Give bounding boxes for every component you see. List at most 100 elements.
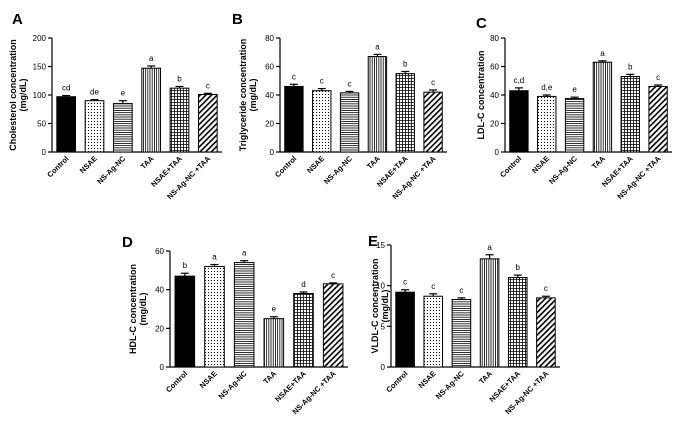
panel-a-bar-2	[84, 100, 105, 153]
panel-a-sig-label-1: cd	[62, 84, 70, 93]
panel-e-sig-label-3: c	[459, 286, 463, 295]
panel-d-ytick-label: 0	[160, 363, 165, 372]
panel-e-category-label-3: NS-Ag-NC	[434, 369, 466, 401]
panel-a-bar-3	[112, 103, 133, 153]
panel-b-bar-5	[395, 73, 415, 153]
panel-b-sig-label-2: c	[320, 77, 324, 86]
panel-e-letter: E	[368, 233, 378, 250]
panel-a-letter: A	[12, 11, 23, 28]
panel-d-category-label-4: TAA	[261, 369, 278, 386]
panel-a-sig-label-2: de	[90, 88, 99, 97]
panel-c-sig-label-1: c,d	[514, 76, 525, 85]
panel-b-category-label-4: TAA	[365, 154, 382, 171]
panel-b-bar-4	[367, 56, 388, 153]
panel-d-bar-2	[204, 265, 225, 368]
panel-b-sig-label-4: a	[375, 42, 380, 51]
panel-d-ylabel: HDL-C concentration(mg/dL)	[128, 264, 148, 354]
panel-c: C LDL-C concentration 0 20 40 60 80 c,d Control d…	[476, 15, 672, 201]
panel-b-category-label-1: Control	[273, 154, 298, 179]
panel-c-ylabel: LDL-C concentration	[476, 51, 486, 140]
panel-c-ytick-label: 20	[490, 120, 499, 129]
panel-d: D HDL-C concentration(mg/dL) 0 20 40 60 b Contr…	[122, 234, 348, 416]
panel-d-sig-label-4: e	[272, 305, 277, 314]
panel-b-sig-label-5: b	[403, 59, 408, 68]
panel-c-ytick-label: 60	[490, 63, 499, 72]
panel-a-ytick-label: 0	[42, 148, 47, 157]
panel-c-sig-label-2: d,e	[541, 83, 553, 92]
panel-a-bar-5	[169, 87, 190, 153]
panel-e-sig-label-2: c	[431, 282, 435, 291]
panel-b-ytick-label: 40	[265, 91, 274, 100]
panel-c-bar-4	[592, 61, 613, 153]
panel-b-bar-3	[339, 92, 360, 153]
panel-c-letter: C	[476, 15, 487, 32]
panel-a-bar-1	[56, 96, 77, 153]
panel-c-category-label-3: NS-Ag-NC	[547, 154, 579, 186]
panel-b-sig-label-6: c	[431, 78, 435, 87]
panel-b-category-label-3: NS-Ag-NC	[322, 154, 354, 186]
panel-e-ytick-label: 10	[376, 282, 385, 291]
panel-e-bar-6	[536, 297, 556, 368]
panel-e-bar-5	[507, 277, 528, 368]
panel-c-sig-label-6: c	[656, 73, 660, 82]
panel-a-ytick-label: 150	[33, 63, 47, 72]
panel-b-bar-1	[284, 85, 304, 153]
panel-b: B Triglyceride concentration(mg/dL) 0 20 40 6…	[232, 11, 447, 201]
panel-a-bar-6	[197, 93, 218, 153]
panel-d-letter: D	[122, 234, 133, 251]
panel-a-sig-label-6: c	[206, 81, 210, 90]
panel-e-ytick-label: 5	[381, 322, 386, 331]
panel-e-bar-1	[395, 291, 415, 368]
panel-a-sig-label-3: e	[121, 89, 126, 98]
panel-e-ylabel: VLDL-C concentration(mg/dL)	[370, 258, 390, 353]
panel-a-sig-label-5: b	[177, 74, 182, 83]
panel-e-category-label-2: NSAE	[417, 369, 438, 390]
panel-e-bar-3	[451, 298, 472, 368]
panel-d-sig-label-1: b	[183, 261, 188, 270]
panel-b-sig-label-3: c	[348, 79, 352, 88]
panel-a-bar-4	[141, 67, 162, 153]
panel-e-ytick-label: 15	[376, 241, 385, 250]
panel-a-category-label-1: Control	[45, 154, 70, 179]
panel-a-sig-label-4: a	[149, 54, 154, 63]
panel-e-sig-label-6: c	[544, 284, 548, 293]
panel-e-category-label-4: TAA	[477, 369, 494, 386]
panel-b-ytick-label: 80	[265, 34, 274, 43]
panel-e-sig-label-1: c	[403, 278, 407, 287]
panel-a-category-label-4: TAA	[139, 154, 156, 171]
panel-b-ytick-label: 60	[265, 63, 274, 72]
panel-d-sig-label-5: d	[301, 280, 305, 289]
panel-d-bar-1	[174, 275, 196, 368]
panel-c-ytick-label: 0	[495, 148, 500, 157]
panel-b-letter: B	[232, 11, 243, 28]
panel-c-bar-2	[537, 95, 557, 153]
panel-e-ytick-label: 0	[381, 363, 386, 372]
panel-d-bar-3	[233, 262, 255, 368]
panel-c-sig-label-4: a	[600, 49, 605, 58]
panel-a: A Cholesterol concentration(mg/dL) 0 50 100 1…	[8, 11, 222, 201]
panel-a-ytick-label: 50	[37, 120, 46, 129]
panel-e: E VLDL-C concentration(mg/dL) 0 5 10 15 c Contr…	[368, 233, 560, 416]
panel-d-bar-5	[293, 293, 314, 368]
panel-d-bar-4	[263, 318, 285, 368]
panel-c-bar-5	[620, 75, 640, 153]
panel-b-sig-label-1: c	[292, 72, 296, 81]
panel-c-bar-3	[564, 98, 585, 153]
panel-c-ytick-label: 80	[490, 34, 499, 43]
panel-d-bar-6	[322, 283, 344, 368]
panel-b-category-label-2: NSAE	[305, 154, 326, 175]
panel-c-category-label-1: Control	[498, 154, 523, 179]
panel-d-category-label-1: Control	[164, 369, 189, 394]
panel-c-ytick-label: 40	[490, 91, 499, 100]
panel-c-bar-6	[648, 85, 668, 153]
panel-d-category-label-3: NS-Ag-NC	[217, 369, 249, 401]
panel-a-category-label-2: NSAE	[78, 154, 99, 175]
panel-e-bar-4	[479, 258, 500, 368]
panel-a-category-label-3: NS-Ag-NC	[95, 154, 127, 186]
panel-e-sig-label-5: b	[516, 263, 521, 272]
panel-b-bar-6	[423, 91, 443, 153]
panel-b-ylabel: Triglyceride concentration(mg/dL)	[238, 39, 258, 152]
panel-b-ytick-label: 20	[265, 120, 274, 129]
